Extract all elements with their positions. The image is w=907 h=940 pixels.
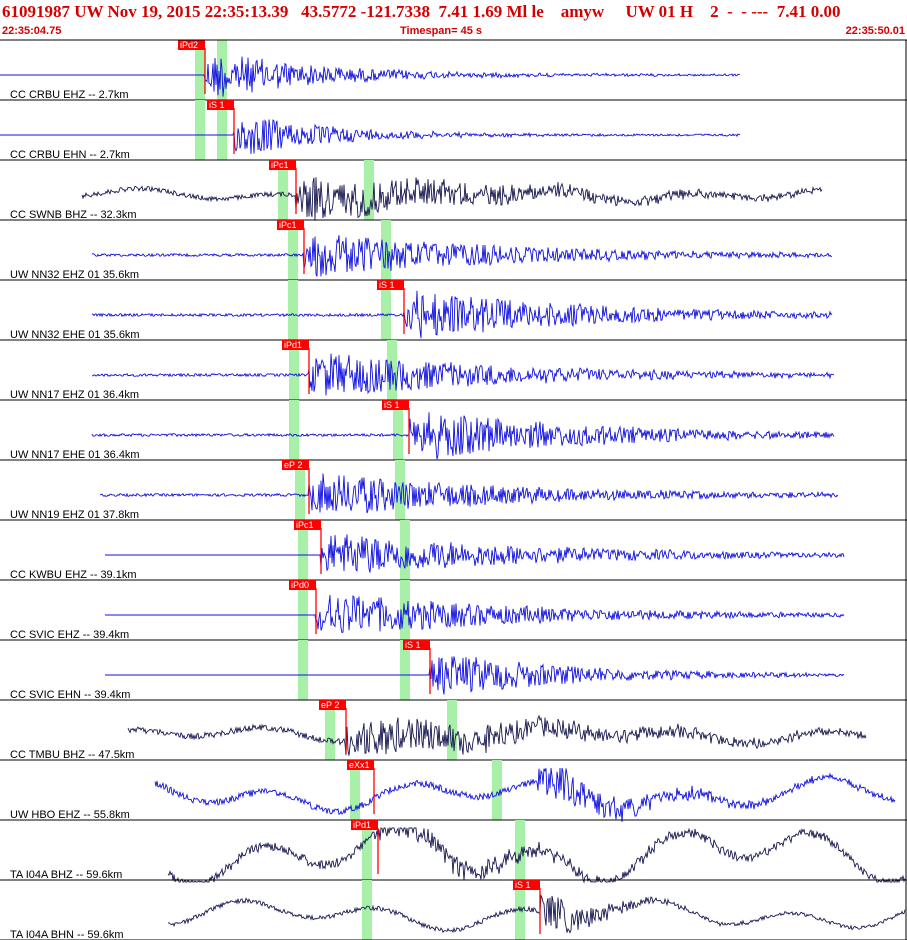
pick-label: iS 1 (405, 640, 421, 650)
pick-label: eP 2 (321, 700, 339, 710)
analysis-window (362, 820, 372, 880)
pick-label: eXx1 (349, 760, 370, 770)
waveform-trace[interactable] (105, 595, 845, 634)
pick-flag[interactable] (403, 640, 430, 650)
pick-flag[interactable] (319, 700, 346, 710)
pick-label: iPc1 (271, 160, 289, 170)
analysis-window (289, 340, 299, 400)
waveform-trace[interactable] (100, 473, 839, 514)
analysis-window (381, 280, 391, 340)
analysis-window (325, 700, 335, 760)
station-label: CC CRBU EHZ -- 2.7km (10, 89, 129, 101)
pick-flag[interactable] (347, 760, 374, 770)
waveform-trace[interactable] (167, 893, 906, 934)
analysis-window (400, 520, 410, 580)
event-header: 61091987 UW Nov 19, 2015 22:35:13.39 43.… (0, 0, 907, 40)
end-time: 22:35:50.01 (845, 25, 905, 37)
event-title: 61091987 UW Nov 19, 2015 22:35:13.39 43.… (2, 2, 841, 21)
analysis-window (492, 760, 502, 820)
pick-label: iPd1 (353, 820, 371, 830)
analysis-window (298, 580, 308, 640)
station-label: UW NN32 EHE 01 35.6km (10, 329, 140, 341)
waveform-trace[interactable] (154, 767, 896, 823)
pick-flag[interactable] (282, 460, 309, 470)
pick-label: eP 2 (284, 460, 302, 470)
pick-label: iPd1 (284, 340, 302, 350)
pick-label: iS 1 (515, 880, 531, 890)
analysis-window (298, 640, 308, 700)
station-label: UW HBO EHZ -- 55.8km (10, 809, 130, 821)
station-label: UW NN17 EHZ 01 36.4km (10, 389, 139, 401)
station-label: UW NN32 EHZ 01 35.6km (10, 269, 139, 281)
waveform-trace[interactable] (0, 119, 741, 154)
pick-flag[interactable] (351, 820, 378, 830)
pick-label: iS 1 (209, 100, 225, 110)
pick-flag[interactable] (178, 40, 205, 50)
station-label: TA I04A BHZ -- 59.6km (10, 869, 122, 881)
pick-flag[interactable] (277, 220, 304, 230)
pick-label: iPd0 (291, 580, 309, 590)
station-label: CC SVIC EHN -- 39.4km (10, 689, 130, 701)
pick-flag[interactable] (294, 520, 321, 530)
waveform-trace[interactable] (105, 534, 845, 573)
waveform-trace[interactable] (92, 353, 835, 396)
pick-flag[interactable] (377, 280, 404, 290)
analysis-window (350, 760, 360, 820)
pick-label: iS 1 (379, 280, 395, 290)
station-label: CC SVIC EHZ -- 39.4km (10, 629, 129, 641)
analysis-window (362, 880, 372, 940)
waveform-trace[interactable] (91, 290, 833, 339)
pick-flag[interactable] (382, 400, 409, 410)
station-label: CC TMBU BHZ -- 47.5km (10, 749, 134, 761)
waveform-trace[interactable] (91, 235, 833, 277)
start-time: 22:35:04.75 (2, 25, 62, 37)
waveform-trace[interactable] (81, 177, 823, 221)
analysis-window (295, 460, 305, 520)
analysis-window (288, 220, 298, 280)
station-label: CC SWNB BHZ -- 32.3km (10, 209, 137, 221)
pick-flag[interactable] (207, 100, 234, 110)
analysis-window (515, 820, 525, 880)
waveform-trace[interactable] (91, 412, 835, 460)
station-label: CC KWBU EHZ -- 39.1km (10, 569, 137, 581)
analysis-window (195, 40, 205, 100)
pick-flag[interactable] (513, 880, 540, 890)
analysis-window (393, 400, 403, 460)
waveform-trace[interactable] (167, 826, 906, 884)
analysis-window (364, 160, 374, 220)
pick-label: iS 1 (384, 400, 400, 410)
pick-flag[interactable] (282, 340, 309, 350)
analysis-window (298, 520, 308, 580)
pick-label: iPd2 (180, 40, 198, 50)
analysis-window (217, 100, 227, 160)
pick-label: iPc1 (279, 220, 297, 230)
station-label: UW NN19 EHZ 01 37.8km (10, 509, 139, 521)
analysis-window (278, 160, 288, 220)
analysis-window (447, 700, 457, 760)
timespan-label: Timespan= 45 s (400, 25, 483, 37)
analysis-window (288, 280, 298, 340)
waveform-trace[interactable] (0, 56, 741, 97)
pick-flag[interactable] (289, 580, 316, 590)
analysis-window (400, 640, 410, 700)
analysis-window (195, 100, 205, 160)
station-label: CC CRBU EHN -- 2.7km (10, 149, 130, 161)
analysis-window (289, 400, 299, 460)
pick-flag[interactable] (269, 160, 296, 170)
pick-label: iPc1 (296, 520, 314, 530)
station-label: TA I04A BHN -- 59.6km (10, 929, 124, 940)
station-label: UW NN17 EHE 01 36.4km (10, 449, 140, 461)
waveform-trace[interactable] (105, 656, 845, 695)
waveform-trace[interactable] (127, 714, 867, 756)
